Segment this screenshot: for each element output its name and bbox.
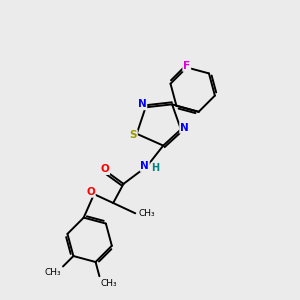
Text: N: N — [140, 161, 149, 171]
Text: S: S — [130, 130, 137, 140]
Text: CH₃: CH₃ — [45, 268, 62, 277]
Text: CH₃: CH₃ — [101, 279, 118, 288]
Text: H: H — [151, 163, 159, 173]
Text: CH₃: CH₃ — [139, 209, 155, 218]
Text: N: N — [180, 123, 189, 133]
Text: O: O — [100, 164, 109, 174]
Text: N: N — [138, 99, 146, 110]
Text: F: F — [183, 61, 190, 71]
Text: O: O — [86, 187, 95, 197]
